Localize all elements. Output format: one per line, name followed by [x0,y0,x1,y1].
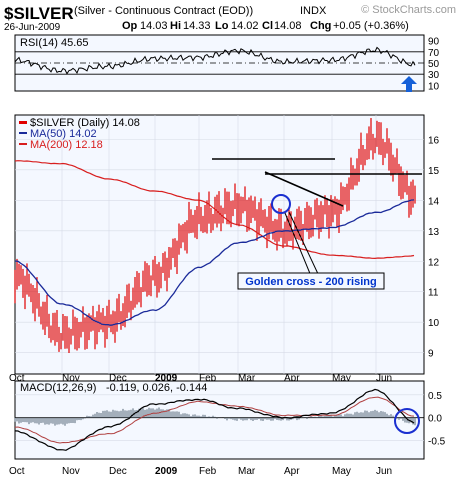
x-axis-labels: Oct Nov Dec 2009 Feb Mar Apr May Jun [9,373,392,384]
rsi-tick-label: 30 [428,70,440,81]
legend-price: $SILVER (Daily) 14.08 [30,117,140,129]
annotation-text: Golden cross - 200 rising [245,276,376,288]
legend-ma200: MA(200) 12.18 [30,139,103,151]
ma50-line [14,199,415,326]
change-label: Chg [310,20,331,32]
price-tick-label: 16 [428,135,440,146]
watermark: © StockCharts.com [361,4,456,16]
open-label: Op [122,20,138,32]
macd-values: -0.119, 0.026, -0.144 [106,382,207,394]
legend-ma50: MA(50) 14.02 [30,128,97,140]
close-label: Cl [262,20,273,32]
x-tick-label: May [332,373,351,384]
x-tick-label: Feb [199,466,217,477]
x-tick-label: Nov [62,373,80,384]
macd-label: MACD(12,26,9) [20,382,96,394]
callout-line [288,211,320,277]
price-legend: $SILVER (Daily) 14.08 MA(50) 14.02 MA(20… [19,117,140,151]
low-value: 14.02 [231,20,259,32]
x-tick-label: Dec [109,373,127,384]
price-tick-label: 15 [428,166,440,177]
macd-tick-label: -0.5 [428,437,446,448]
x-tick-label: 2009 [155,466,178,477]
legend-swatch-price [19,121,27,124]
price-tick-label: 13 [428,227,440,238]
macd-tick-label: 0.5 [428,391,442,402]
quote-line: Op 14.03 Hi 14.33 Lo 14.02 Cl 14.08 Chg … [122,20,409,32]
close-value: 14.08 [274,20,302,32]
rsi-grid [15,51,424,75]
price-tick-label: 11 [428,288,439,299]
x-tick-label: Jun [376,373,392,384]
x-tick-label: Mar [238,466,256,477]
x-tick-label: Feb [199,373,217,384]
x-tick-label: Oct [9,466,25,477]
macd-tick-label: 0.0 [428,414,442,425]
legend-swatch-ma50 [19,132,27,134]
callout-line [284,212,312,277]
rsi-tick-label: 10 [428,81,440,92]
symbol-name: (Silver - Continuous Contract (EOD)) [74,5,253,17]
x-axis-labels-bottom: Oct Nov Dec 2009 Feb Mar Apr May Jun [9,466,392,477]
signal-line [14,396,415,444]
high-value: 14.33 [183,20,211,32]
x-tick-label: 2009 [155,373,178,384]
x-tick-label: Apr [284,466,300,477]
price-tick-label: 10 [428,318,440,329]
open-value: 14.03 [140,20,168,32]
price-tick-label: 12 [428,257,440,268]
macd-crossover-circle [394,408,420,434]
x-tick-label: Dec [109,466,127,477]
x-tick-label: May [332,466,351,477]
low-label: Lo [215,20,229,32]
x-tick-label: Nov [62,466,80,477]
symbol-title: $SILVER [4,4,74,23]
macd-line [14,388,415,451]
price-tick-label: 14 [428,196,440,207]
chart-date: 26-Jun-2009 [4,22,61,33]
golden-cross-circle [271,194,291,214]
rsi-tick-label: 70 [428,48,440,59]
macd-axis: 0.5 0.0 -0.5 [428,391,446,448]
x-tick-label: Oct [9,373,25,384]
x-tick-label: Apr [284,373,300,384]
descending-trendline [264,171,344,207]
change-value: +0.05 (+0.36%) [333,20,409,32]
x-tick-label: Mar [238,373,256,384]
price-bars [14,118,416,353]
legend-swatch-ma200 [19,143,27,145]
price-tick-label: 9 [428,349,434,360]
arrow-up-icon [401,76,417,92]
rsi-label: RSI(14) 45.65 [20,37,88,49]
x-tick-label: Jun [376,466,392,477]
rsi-line [14,46,416,75]
exchange-label: INDX [300,5,327,17]
rsi-tick-label: 90 [428,37,440,48]
ma200-line [14,160,415,260]
annotation-box [237,272,385,290]
rsi-tick-label: 50 [428,59,440,70]
high-label: Hi [170,20,181,32]
price-axis: 16 15 14 13 12 11 10 9 [428,135,440,359]
